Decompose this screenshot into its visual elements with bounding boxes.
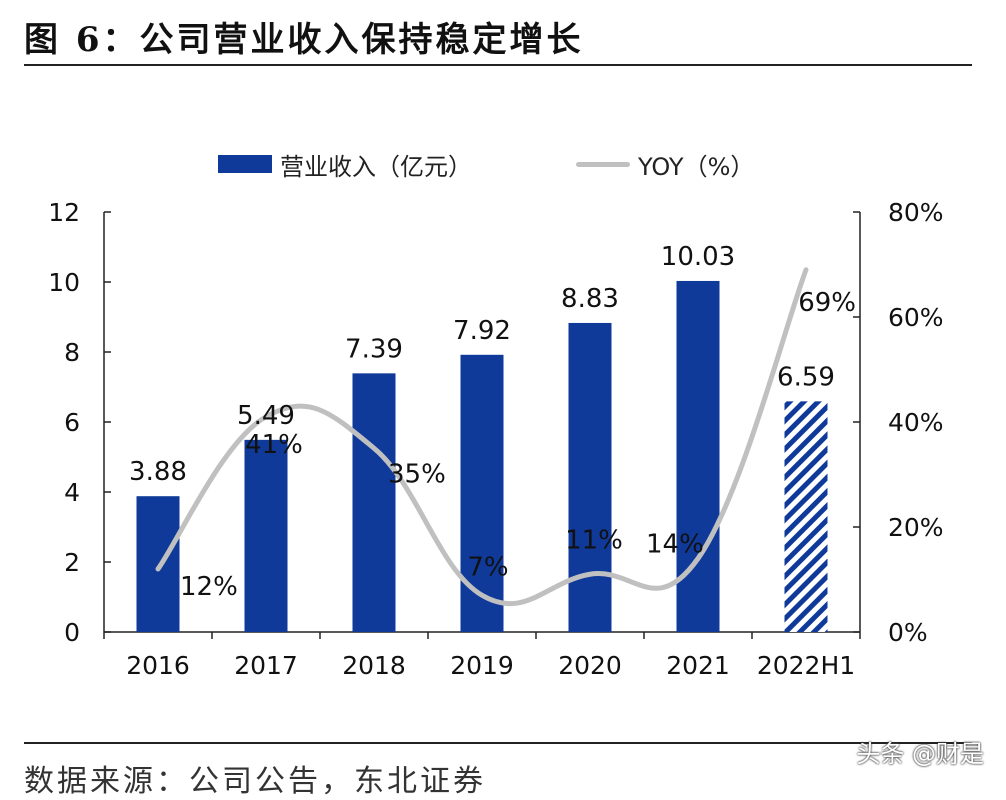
right-tick-label: 0%: [888, 618, 928, 647]
legend-yoy: YOY（%）: [576, 144, 754, 184]
x-tick-label: 2021: [666, 651, 730, 680]
bar: [352, 373, 396, 632]
bar: [136, 496, 180, 632]
yoy-point-label: 69%: [798, 288, 856, 318]
source-note: 数据来源：公司公告，东北证券: [24, 764, 486, 799]
bar-value-label: 8.83: [561, 284, 619, 314]
bar-value-label: 6.59: [777, 362, 835, 392]
right-tick-label: 60%: [888, 303, 944, 332]
bar-value-label: 5.49: [237, 401, 295, 431]
yoy-point-label: 41%: [245, 430, 303, 460]
yoy-line: [155, 267, 809, 607]
left-tick-label: 8: [64, 338, 80, 367]
left-tick-label: 12: [48, 198, 80, 227]
left-tick-label: 0: [64, 618, 80, 647]
figure-title: 图 6：公司营业收入保持稳定增长: [24, 20, 584, 60]
legend-revenue-label: 营业收入（亿元）: [280, 152, 472, 181]
legend-bar-swatch: [218, 155, 272, 173]
legend-yoy-label: YOY（%）: [638, 152, 755, 181]
bar-value-label: 3.88: [129, 457, 187, 487]
yoy-point-label: 7%: [467, 552, 508, 582]
right-tick-label: 20%: [888, 513, 944, 542]
x-tick-label: 2020: [558, 651, 622, 680]
x-tick-label: 2016: [126, 651, 190, 680]
left-tick-label: 2: [64, 548, 80, 577]
left-tick-label: 10: [48, 268, 80, 297]
x-tick-label: 2017: [234, 651, 298, 680]
x-tick-label: 2018: [342, 651, 406, 680]
yoy-point-label: 12%: [180, 572, 238, 602]
bar-value-label: 7.39: [345, 334, 403, 364]
bar: [244, 439, 288, 632]
watermark-text: 头条 @财是: [856, 740, 984, 768]
left-tick-label: 6: [64, 408, 80, 437]
bar: [460, 354, 504, 632]
yoy-point-label: 14%: [646, 530, 704, 560]
right-tick-label: 80%: [888, 198, 944, 227]
bar-hatched: [784, 401, 828, 632]
bar-value-label: 7.92: [453, 316, 511, 346]
x-tick-label: 2019: [450, 651, 514, 680]
bar-value-label: 10.03: [661, 242, 735, 272]
legend-revenue: 营业收入（亿元）: [218, 144, 472, 184]
left-tick-label: 4: [64, 478, 80, 507]
yoy-point-label: 11%: [565, 525, 623, 555]
x-tick-label: 2022H1: [757, 651, 855, 680]
legend-line-swatch: [576, 161, 630, 167]
yoy-point-label: 35%: [388, 459, 446, 489]
title-rule: [24, 64, 972, 66]
source-rule: [24, 742, 972, 744]
bar: [568, 322, 612, 632]
right-tick-label: 40%: [888, 408, 944, 437]
